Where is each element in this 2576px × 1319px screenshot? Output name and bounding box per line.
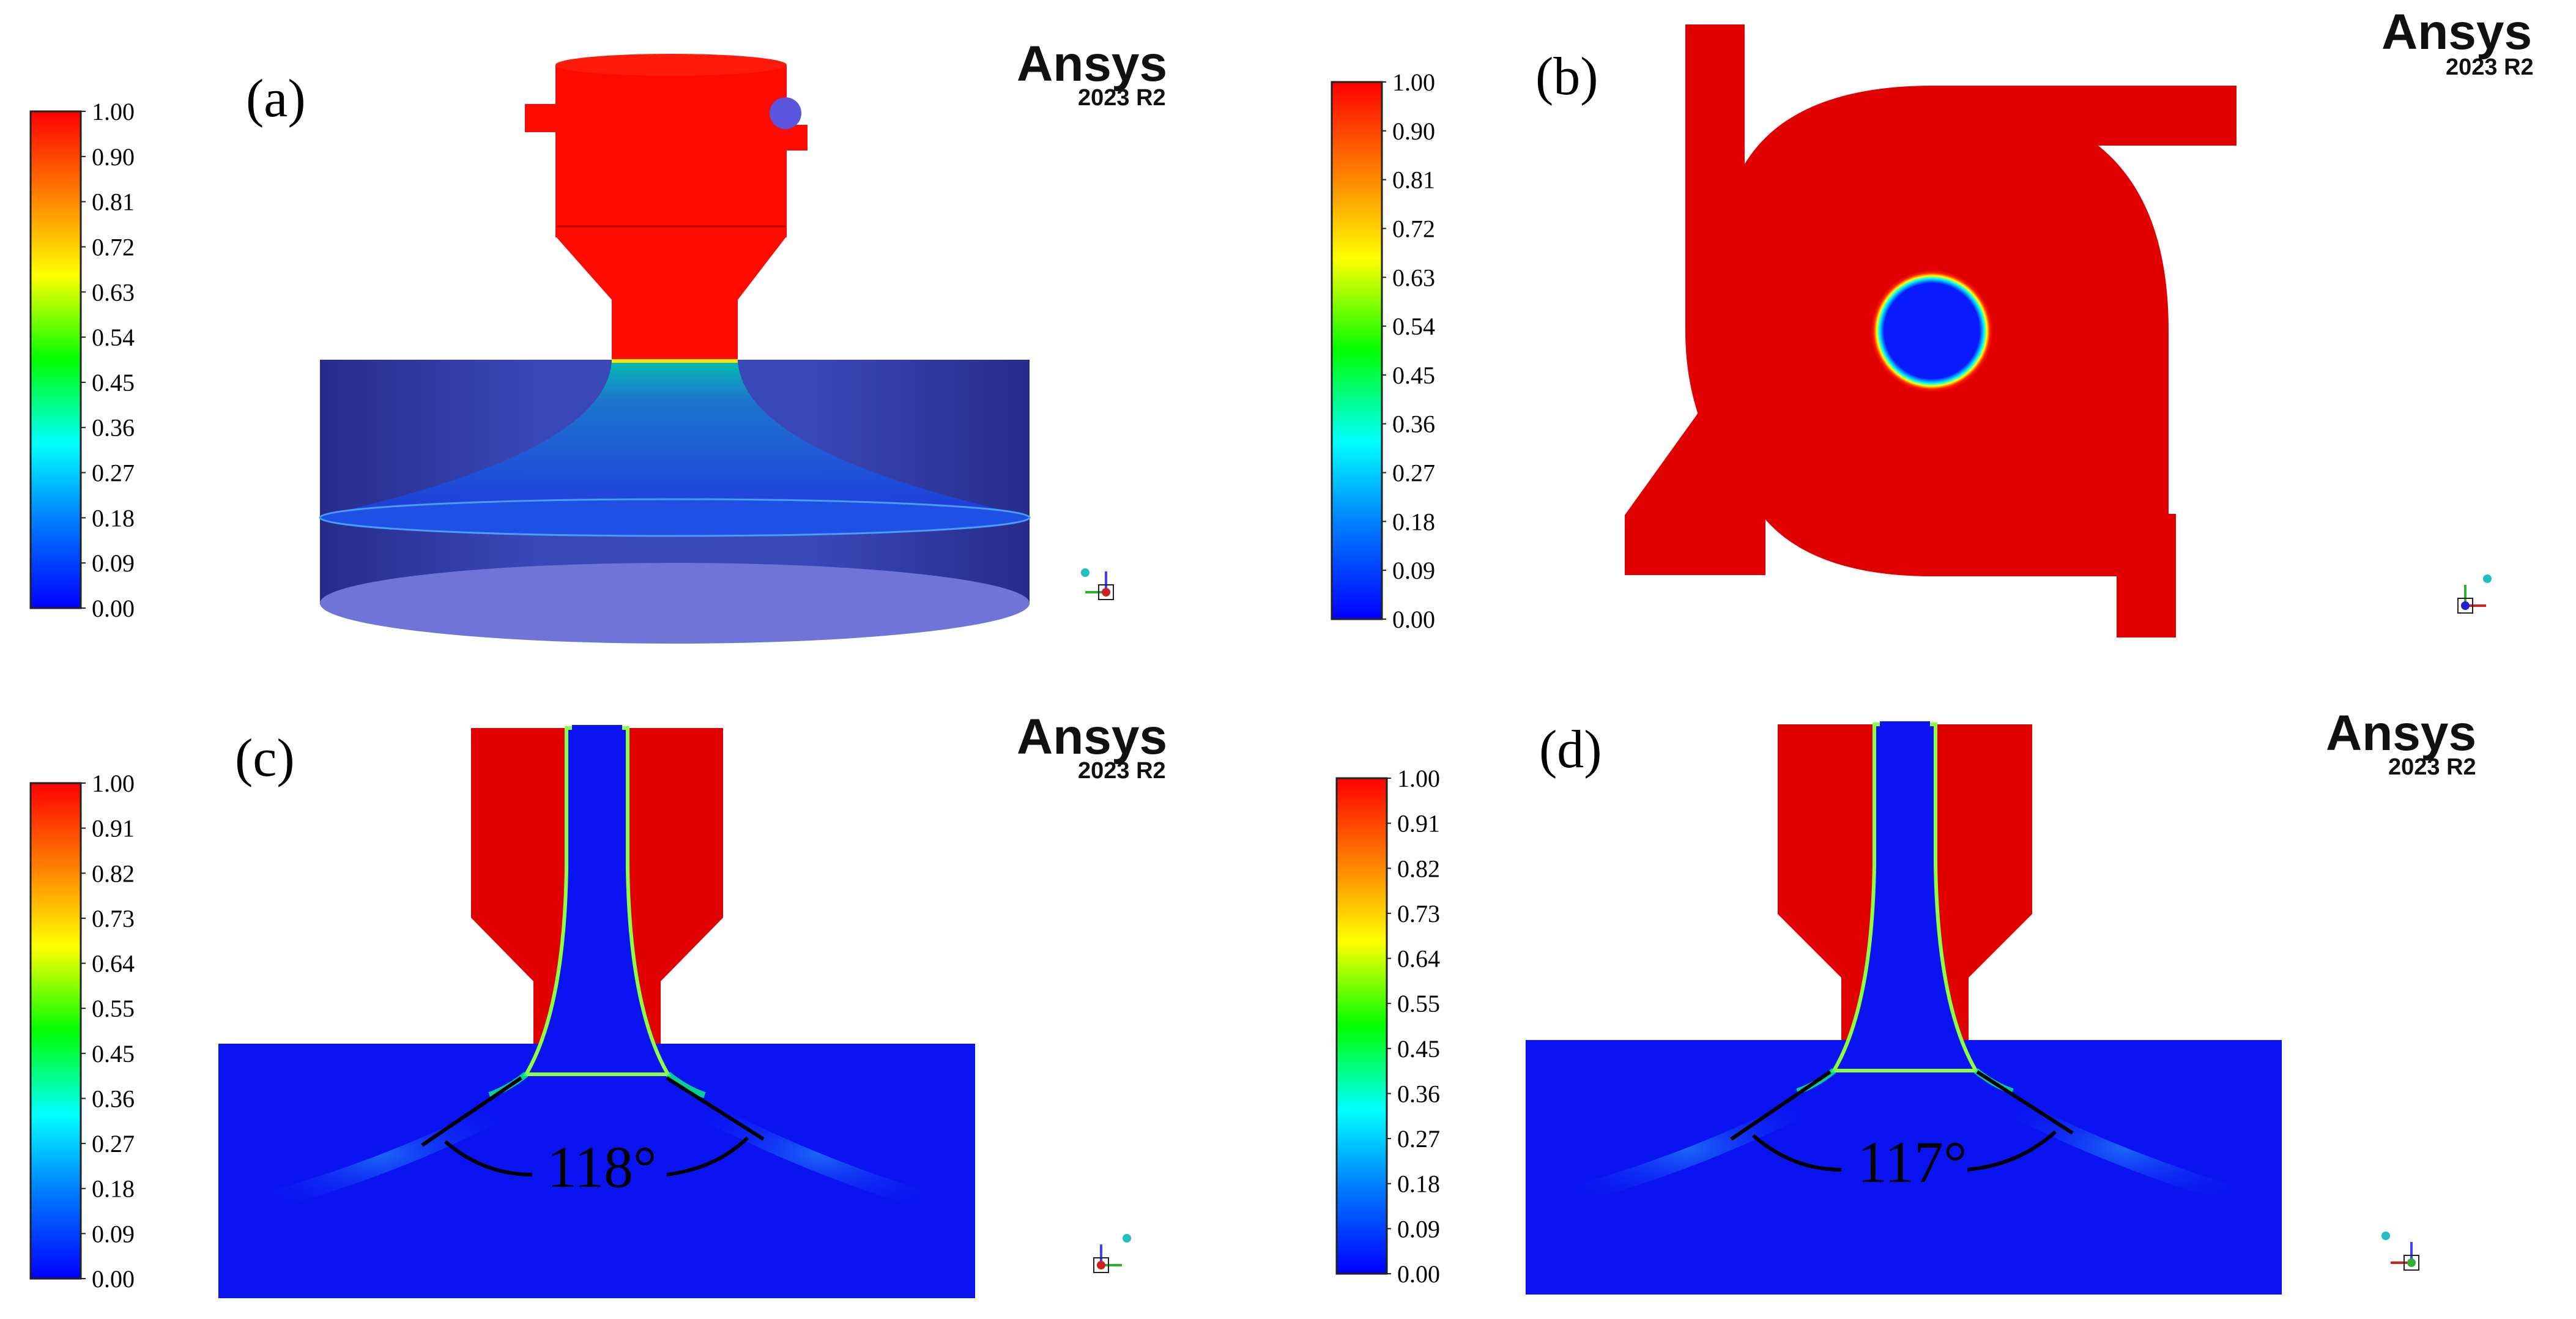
color-bar-tick-label: 0.81 bbox=[1392, 166, 1435, 194]
axis-triad-icon bbox=[2381, 1232, 2419, 1271]
color-bar-tick-label: 0.91 bbox=[1397, 810, 1440, 838]
nozzle-tip bbox=[612, 299, 738, 361]
spray-cone bbox=[324, 361, 1025, 515]
color-bar-tick-label: 0.09 bbox=[1392, 557, 1435, 584]
nozzle-section bbox=[1526, 721, 2282, 1295]
color-bar-tick-label: 0.90 bbox=[1392, 117, 1435, 145]
brand-text: Ansys bbox=[2381, 4, 2532, 60]
color-bar-tick-label: 0.09 bbox=[92, 549, 135, 577]
liquid-surface bbox=[319, 498, 1031, 537]
color-bar-tick-label: 1.00 bbox=[1392, 69, 1435, 96]
color-bar-tick-label: 0.00 bbox=[92, 595, 135, 622]
color-bar-tick-label: 1.00 bbox=[92, 98, 135, 125]
color-bar-tick-label: 0.91 bbox=[92, 815, 135, 842]
brand-text: Ansys bbox=[1017, 36, 1167, 92]
color-bar-tick-label: 0.00 bbox=[1392, 606, 1435, 633]
color-bar-tick-label: 0.18 bbox=[1397, 1170, 1440, 1198]
panel-a: (a) Ansys 2023 R2 1.00 0.90 0.81 0.72 0.63 0.… bbox=[29, 36, 1167, 644]
color-bar: 1.00 0.91 0.82 0.73 0.64 0.55 0.45 0.36 0.27 0.18… bbox=[1335, 765, 1440, 1288]
swirl-chamber-cross-section bbox=[1625, 24, 2236, 637]
nozzle-section bbox=[218, 725, 975, 1298]
version-text: 2023 R2 bbox=[1078, 85, 1166, 111]
color-bar-scale bbox=[29, 110, 82, 609]
version-text: 2023 R2 bbox=[2388, 754, 2476, 780]
axis-triad-icon bbox=[1081, 568, 1114, 600]
color-bar-tick-label: 0.63 bbox=[92, 278, 135, 306]
panel-label: (a) bbox=[246, 69, 306, 128]
nozzle-cone bbox=[555, 236, 787, 300]
panel-c: (c) Ansys 2023 R2 1.00 0.91 0.82 0.73 0.64 0.… bbox=[29, 709, 1167, 1298]
spray-angle-annotation bbox=[421, 1076, 765, 1176]
color-bar-tick-label: 0.36 bbox=[1397, 1080, 1440, 1107]
color-bar-tick-label: 0.63 bbox=[1392, 264, 1435, 291]
panel-b: (b) Ansys 2023 R2 1.00 0.90 0.81 0.72 0.63 0.… bbox=[1331, 4, 2534, 637]
color-bar-scale bbox=[1335, 777, 1388, 1275]
color-bar-tick-label: 0.45 bbox=[92, 1040, 135, 1068]
color-bar-tick-label: 0.18 bbox=[92, 1175, 135, 1203]
axis-triad-icon bbox=[2457, 574, 2492, 614]
brand-text: Ansys bbox=[1017, 709, 1167, 765]
color-bar-tick-label: 0.27 bbox=[92, 1130, 135, 1157]
version-text: 2023 R2 bbox=[1078, 758, 1166, 784]
brand-text: Ansys bbox=[2326, 705, 2476, 761]
color-bar-tick-label: 0.72 bbox=[1392, 215, 1435, 242]
spray-angle-annotation bbox=[1730, 1070, 2074, 1172]
color-bar-tick-label: 0.45 bbox=[1397, 1035, 1440, 1063]
color-bar-tick-label: 0.36 bbox=[92, 414, 135, 442]
panel-label: (d) bbox=[1539, 720, 1602, 779]
inlet-port-left bbox=[525, 104, 557, 132]
color-bar-tick-label: 0.82 bbox=[92, 860, 135, 887]
color-bar-tick-label: 0.27 bbox=[92, 459, 135, 487]
atomizer-geometry bbox=[319, 54, 1031, 644]
color-bar-tick-label: 0.90 bbox=[92, 143, 135, 171]
color-bar: 1.00 0.90 0.81 0.72 0.63 0.54 0.45 0.36 0.27 0.18… bbox=[1331, 69, 1435, 633]
ansys-logo: Ansys 2023 R2 bbox=[1017, 709, 1167, 784]
color-bar-tick-label: 0.73 bbox=[1397, 900, 1440, 927]
panel-d: (d) Ansys 2023 R2 1.00 0.91 0.82 0.73 0.64 0.… bbox=[1335, 705, 2476, 1295]
color-bar-scale bbox=[29, 782, 82, 1280]
color-bar-tick-label: 1.00 bbox=[1397, 765, 1440, 792]
color-bar-tick-label: 0.27 bbox=[1392, 459, 1435, 487]
inlet-port-right bbox=[785, 125, 807, 150]
color-bar-tick-label: 0.00 bbox=[92, 1265, 135, 1293]
color-bar-tick-label: 0.18 bbox=[1392, 508, 1435, 535]
color-bar-tick-label: 0.55 bbox=[1397, 990, 1440, 1017]
color-bar-scale bbox=[1331, 81, 1383, 620]
color-bar: 1.00 0.90 0.81 0.72 0.63 0.54 0.45 0.36 0.27 0.18… bbox=[29, 98, 135, 622]
color-bar-tick-label: 0.36 bbox=[92, 1085, 135, 1112]
chamber-bottom bbox=[320, 563, 1030, 644]
color-bar-tick-label: 0.73 bbox=[92, 905, 135, 932]
axis-triad-icon bbox=[1093, 1234, 1131, 1273]
color-bar-tick-label: 0.18 bbox=[92, 504, 135, 532]
color-bar: 1.00 0.91 0.82 0.73 0.64 0.55 0.45 0.36 0.27 0.18… bbox=[29, 770, 135, 1293]
color-bar-tick-label: 1.00 bbox=[92, 770, 135, 797]
color-bar-tick-label: 0.36 bbox=[1392, 411, 1435, 438]
color-bar-tick-label: 0.72 bbox=[92, 233, 135, 261]
color-bar-tick-label: 0.09 bbox=[1397, 1215, 1440, 1243]
color-bar-tick-label: 0.64 bbox=[92, 950, 135, 978]
swirl-chamber bbox=[555, 65, 787, 237]
color-bar-tick-label: 0.81 bbox=[92, 188, 135, 216]
ansys-logo: Ansys 2023 R2 bbox=[1017, 36, 1167, 111]
air-core bbox=[1871, 270, 1993, 392]
color-bar-tick-label: 0.64 bbox=[1397, 945, 1440, 973]
inlet-marker bbox=[770, 97, 801, 129]
color-bar-tick-label: 0.27 bbox=[1397, 1125, 1440, 1153]
color-bar-tick-label: 0.00 bbox=[1397, 1260, 1440, 1288]
ansys-logo: Ansys 2023 R2 bbox=[2326, 705, 2476, 780]
color-bar-tick-label: 0.54 bbox=[1392, 313, 1435, 340]
ansys-logo: Ansys 2023 R2 bbox=[2381, 4, 2534, 80]
spray-angle-label: 118° bbox=[547, 1134, 657, 1200]
panel-label: (c) bbox=[235, 729, 295, 788]
color-bar-tick-label: 0.54 bbox=[92, 324, 135, 351]
version-text: 2023 R2 bbox=[2446, 54, 2534, 80]
color-bar-tick-label: 0.09 bbox=[92, 1220, 135, 1247]
color-bar-tick-label: 0.82 bbox=[1397, 855, 1440, 882]
spray-angle-label: 117° bbox=[1858, 1129, 1967, 1195]
color-bar-tick-label: 0.45 bbox=[92, 369, 135, 396]
color-bar-tick-label: 0.55 bbox=[92, 995, 135, 1022]
color-bar-tick-label: 0.45 bbox=[1392, 362, 1435, 389]
panel-label: (b) bbox=[1535, 47, 1598, 106]
